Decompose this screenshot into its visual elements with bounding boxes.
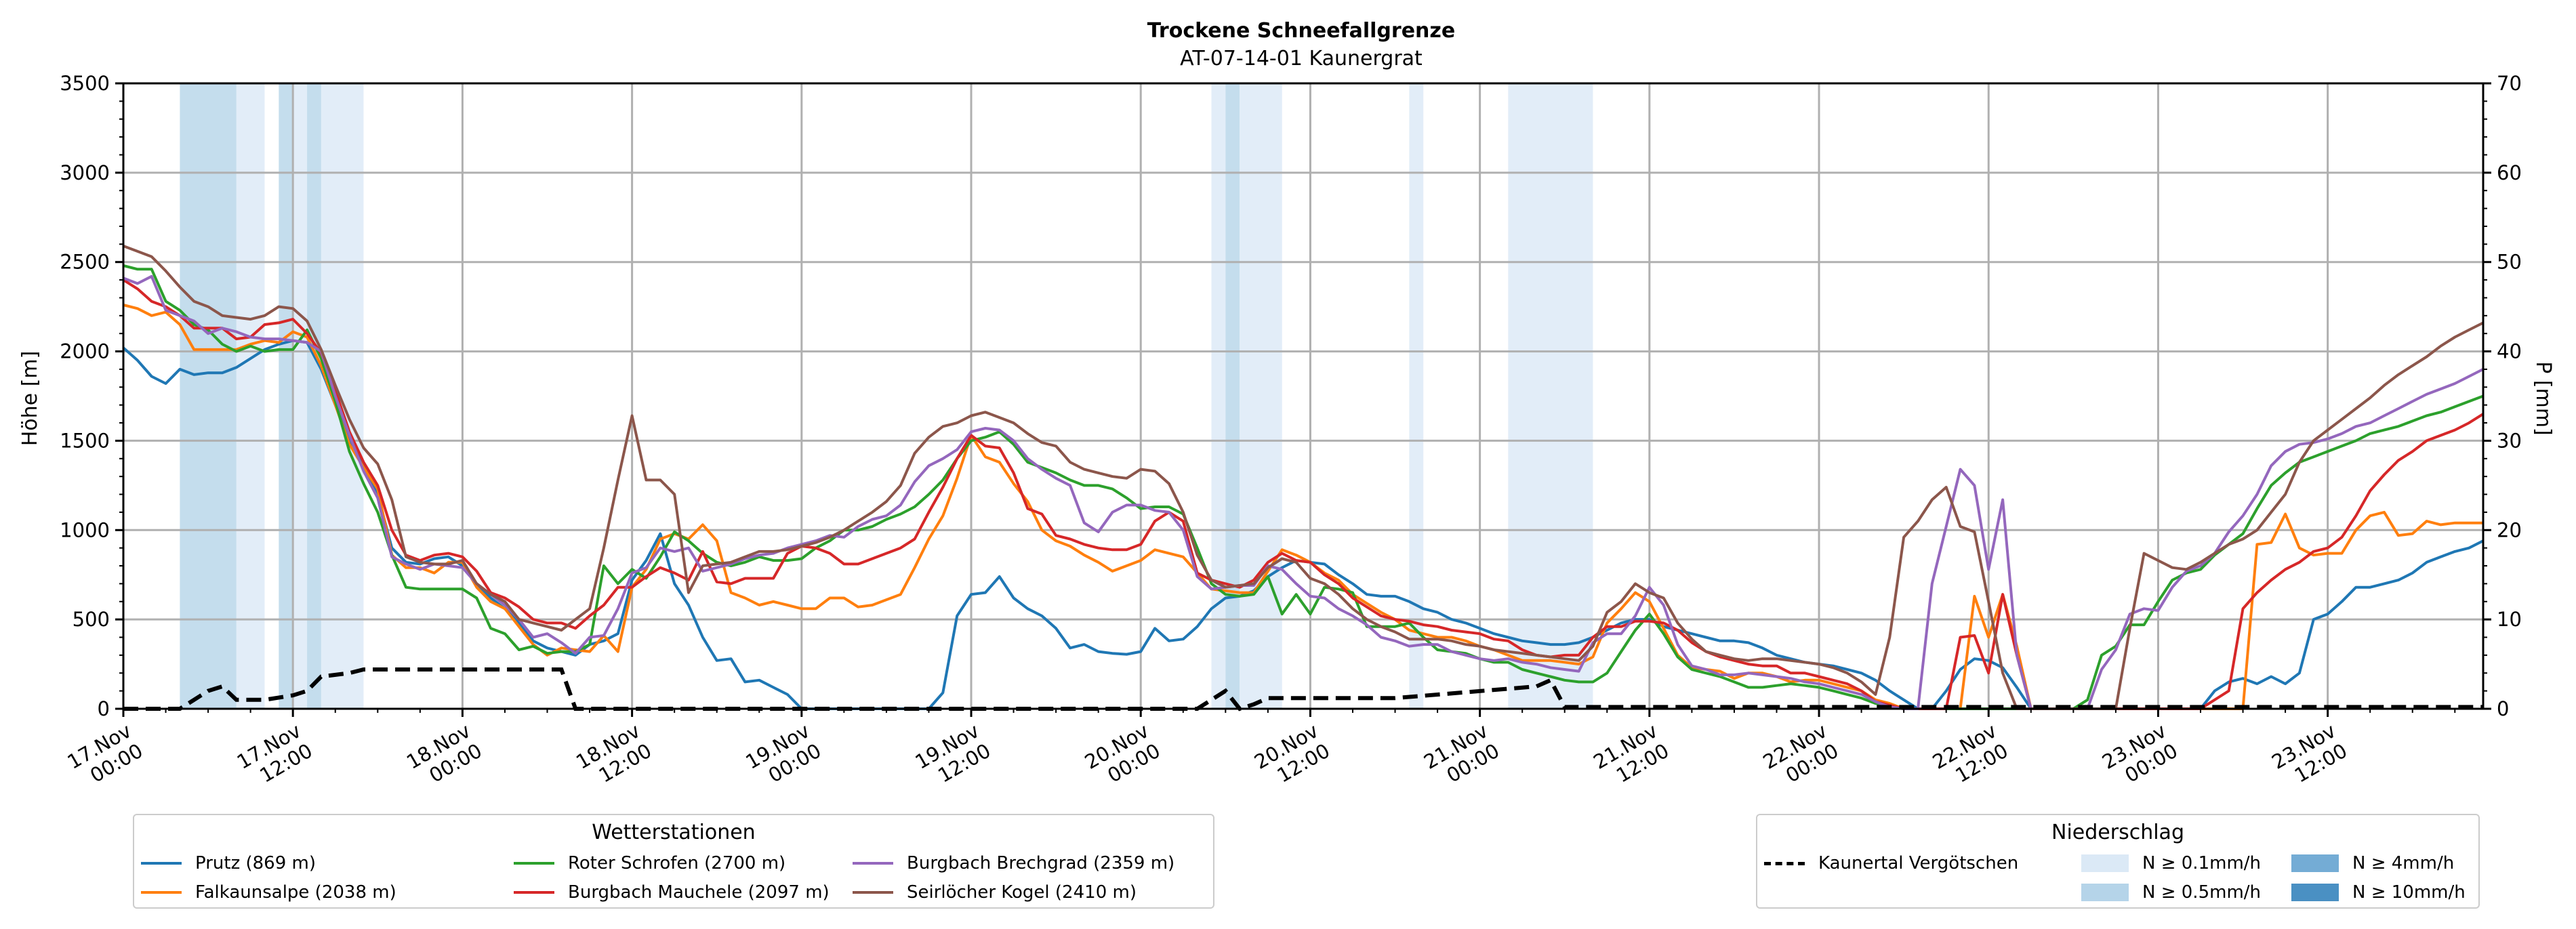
y-tick-label-left: 0 (98, 697, 110, 720)
precip-band (1225, 83, 1240, 709)
precip-band (236, 83, 265, 709)
legend-patch (2291, 854, 2339, 872)
y-tick-label-right: 20 (2497, 518, 2522, 541)
y-tick-label-left: 3500 (60, 72, 110, 95)
legend-precipitation: Niederschlag Kaunertal Vergötschen N ≥ 0… (1756, 814, 2480, 909)
series-line-3 (122, 278, 2485, 710)
legend-item-burgbach-mauchele: Burgbach Mauchele (2097 m) (514, 882, 830, 903)
y-tick-label-left: 500 (73, 608, 110, 631)
legend-label: Falkaunsalpe (2038 m) (195, 882, 396, 903)
legend-label: Seirlöcher Kogel (2410 m) (907, 882, 1137, 903)
precip-band (180, 83, 237, 709)
y-tick-label-left: 2500 (60, 251, 110, 274)
y-tick-label-right: 60 (2497, 161, 2522, 184)
y-tick-label-right: 70 (2497, 72, 2522, 95)
plot-frame (122, 82, 2485, 710)
legend-stations-title: Wetterstationen (592, 821, 756, 844)
precip-band (279, 83, 293, 709)
axis-ticks: 0 500 1000 1500 2000 2500 3000 3500 0 10 20 30 40 50 6… (60, 72, 2522, 787)
legend-item-prutz: Prutz (869 m) (141, 853, 316, 873)
plot-border (122, 82, 2485, 710)
y-tick-label-right: 50 (2497, 251, 2522, 274)
precip-band (293, 83, 308, 709)
y-tick-label-left: 3000 (60, 161, 110, 184)
legend-swatch (514, 891, 554, 894)
precipitation-bands (180, 83, 1593, 709)
precip-line (123, 667, 2483, 711)
legend-precipitation-title: Niederschlag (2051, 821, 2184, 844)
legend-label: Burgbach Brechgrad (2359 m) (907, 853, 1175, 873)
chart-subtitle: AT-07-14-01 Kaunergrat (1180, 47, 1423, 70)
legend-label: N ≥ 10mm/h (2352, 882, 2466, 903)
legend-item-roter-schrofen: Roter Schrofen (2700 m) (514, 853, 785, 873)
series-line-2 (123, 264, 2484, 710)
y-axis-right-label: P [mm] (2531, 361, 2555, 435)
series-line-4 (123, 274, 2484, 710)
y-tick-label-right: 10 (2497, 608, 2522, 631)
legend-label: Prutz (869 m) (195, 853, 316, 873)
legend-swatch (853, 891, 893, 894)
legend-item-kaunertal: Kaunertal Vergötschen (1764, 853, 2018, 873)
legend-item-n-10: N ≥ 10mm/h (2291, 882, 2466, 903)
legend-swatch (853, 862, 893, 865)
legend-item-n-4: N ≥ 4mm/h (2291, 853, 2454, 873)
series-lines (122, 245, 2485, 711)
legend-patch (2081, 884, 2129, 901)
series-line-1 (123, 304, 2483, 710)
y-tick-label-left: 2000 (60, 340, 110, 363)
legend-label: Roter Schrofen (2700 m) (568, 853, 786, 873)
precip-band (1508, 83, 1593, 709)
legend-label: N ≥ 4mm/h (2352, 853, 2455, 873)
legend-stations: Wetterstationen Prutz (869 m) Falkaunsal… (133, 814, 1214, 909)
legend-item-n-0-5: N ≥ 0.5mm/h (2081, 882, 2261, 903)
y-tick-label-left: 1000 (60, 518, 110, 541)
legend-swatch-dashed (1764, 861, 1805, 865)
legend-patch (2291, 884, 2339, 901)
legend-patch (2081, 854, 2129, 872)
legend-label: Burgbach Mauchele (2097 m) (568, 882, 830, 903)
y-axis-left-label: Höhe [m] (18, 351, 42, 447)
legend-label: N ≥ 0.1mm/h (2142, 853, 2262, 873)
legend-swatch (141, 862, 182, 865)
chart-title: Trockene Schneefallgrenze (1147, 19, 1455, 43)
legend-swatch (514, 862, 554, 865)
y-tick-label-right: 40 (2497, 340, 2522, 363)
precip-band (1211, 83, 1226, 709)
series-line-0 (122, 339, 2484, 710)
legend-item-burgbach-brechgrad: Burgbach Brechgrad (2359 m) (853, 853, 1174, 873)
y-tick-label-right: 30 (2497, 429, 2522, 452)
precip-band (307, 83, 321, 709)
legend-swatch (141, 891, 182, 894)
precip-band (321, 83, 364, 709)
legend-label: N ≥ 0.5mm/h (2142, 882, 2262, 903)
legend-item-falkaunsalpe: Falkaunsalpe (2038 m) (141, 882, 396, 903)
precip-band (1240, 83, 1282, 709)
y-tick-label-left: 1500 (60, 429, 110, 452)
y-tick-label-right: 0 (2497, 697, 2509, 720)
legend-label: Kaunertal Vergötschen (1818, 853, 2019, 873)
precip-band (1409, 83, 1424, 709)
legend-item-n-0-1: N ≥ 0.1mm/h (2081, 853, 2261, 873)
series-line-5 (123, 245, 2484, 710)
legend-item-seirloecher-kogel: Seirlöcher Kogel (2410 m) (853, 882, 1137, 903)
